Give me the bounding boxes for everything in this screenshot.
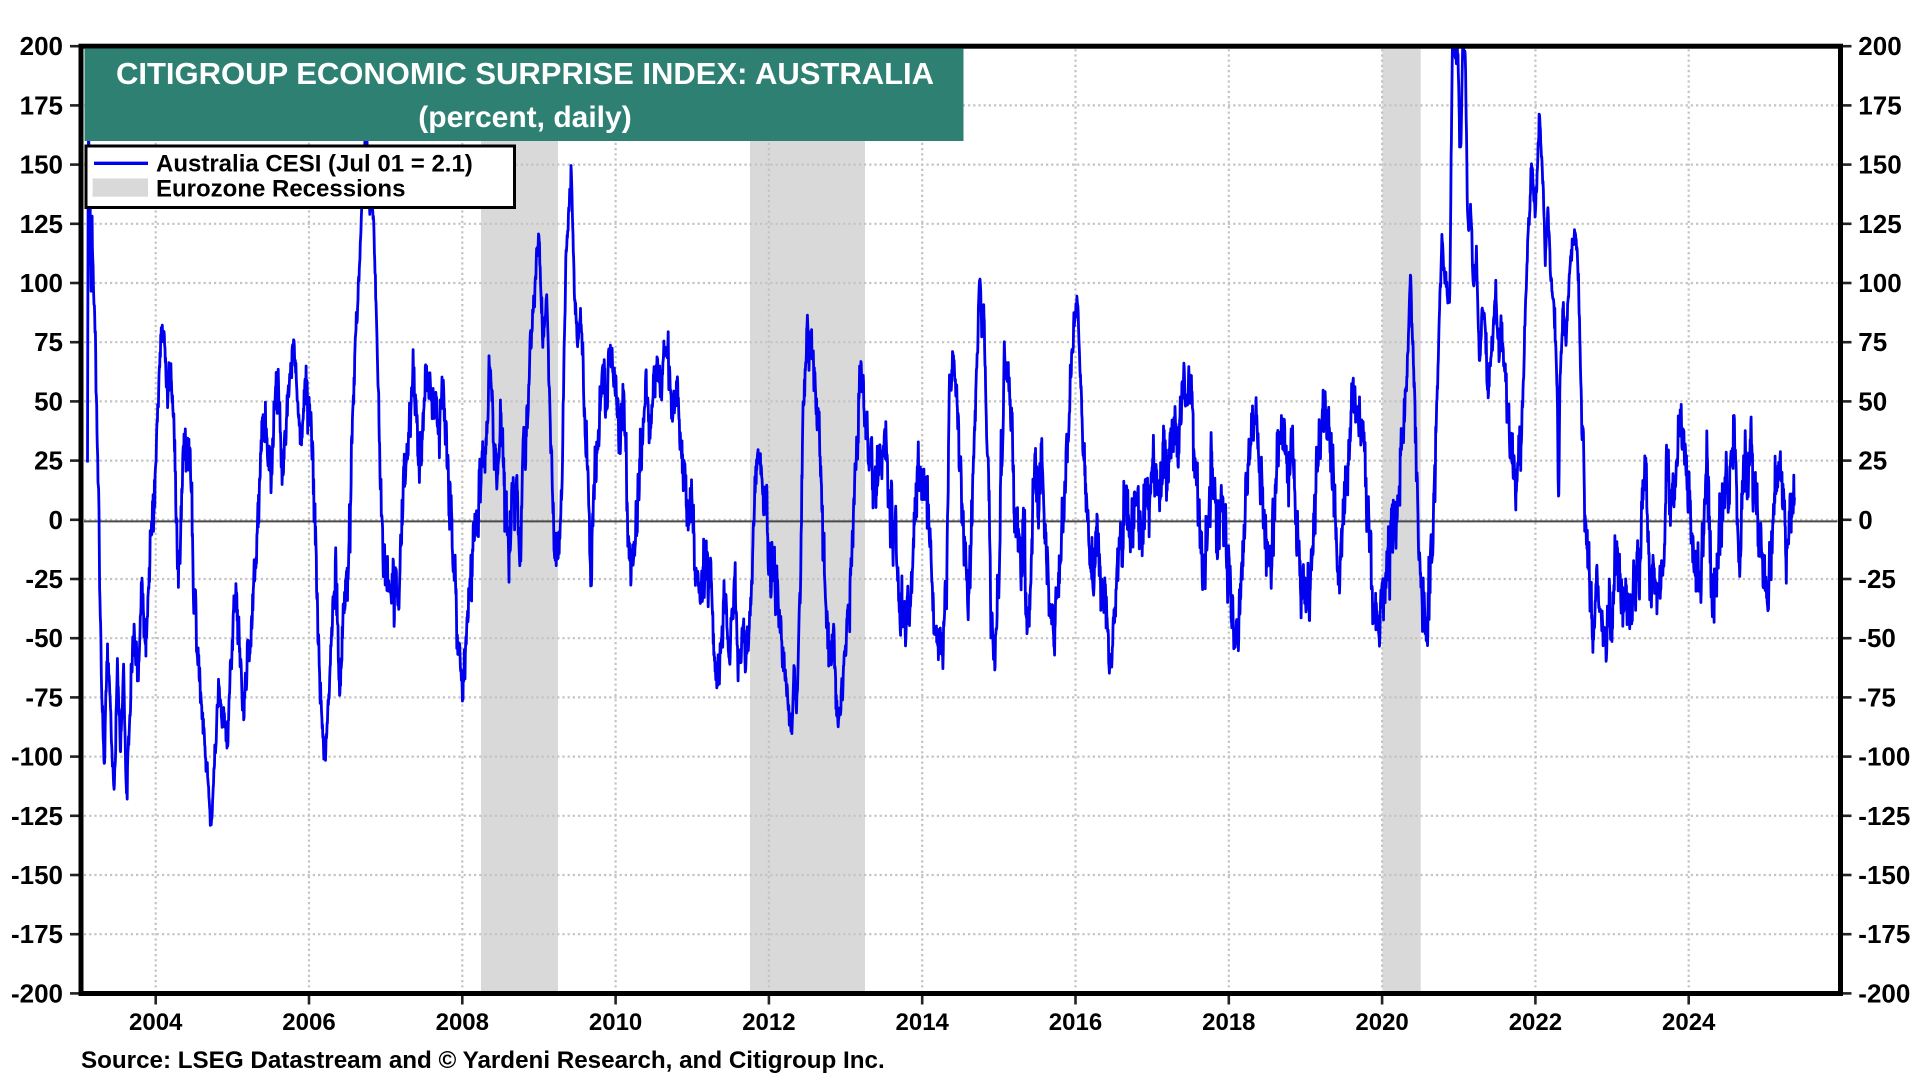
svg-text:-175: -175: [1858, 919, 1910, 949]
svg-text:Source: LSEG Datastream and ©: Source: LSEG Datastream and © Yardeni Re…: [81, 1047, 885, 1074]
svg-text:-50: -50: [25, 623, 63, 653]
svg-text:CITIGROUP ECONOMIC SURPRISE IN: CITIGROUP ECONOMIC SURPRISE INDEX: AUSTR…: [116, 56, 934, 91]
svg-text:75: 75: [1858, 327, 1887, 357]
svg-text:2022: 2022: [1509, 1009, 1562, 1036]
svg-text:50: 50: [1858, 386, 1887, 416]
svg-text:-200: -200: [11, 978, 63, 1008]
svg-text:75: 75: [34, 327, 63, 357]
svg-text:Australia CESI (Jul 01 = 2.1): Australia CESI (Jul 01 = 2.1): [156, 151, 473, 178]
svg-text:150: 150: [20, 150, 63, 180]
svg-text:-150: -150: [11, 860, 63, 890]
svg-text:2006: 2006: [282, 1009, 335, 1036]
svg-text:200: 200: [1858, 31, 1901, 61]
svg-text:25: 25: [34, 446, 63, 476]
svg-text:50: 50: [34, 386, 63, 416]
svg-text:175: 175: [1858, 90, 1901, 120]
svg-text:-100: -100: [1858, 742, 1910, 772]
svg-text:125: 125: [20, 209, 63, 239]
svg-text:100: 100: [20, 268, 63, 298]
svg-text:-25: -25: [25, 564, 63, 594]
svg-text:2018: 2018: [1202, 1009, 1255, 1036]
svg-text:-25: -25: [1858, 564, 1896, 594]
svg-text:2014: 2014: [896, 1009, 950, 1036]
svg-text:175: 175: [20, 90, 63, 120]
svg-text:150: 150: [1858, 150, 1901, 180]
svg-text:100: 100: [1858, 268, 1901, 298]
svg-text:2008: 2008: [436, 1009, 489, 1036]
svg-text:-125: -125: [1858, 801, 1910, 831]
svg-text:125: 125: [1858, 209, 1901, 239]
svg-text:2024: 2024: [1662, 1009, 1716, 1036]
svg-text:(percent, daily): (percent, daily): [418, 101, 631, 134]
svg-text:-50: -50: [1858, 623, 1896, 653]
svg-text:2010: 2010: [589, 1009, 642, 1036]
svg-text:200: 200: [20, 31, 63, 61]
svg-text:-75: -75: [1858, 682, 1896, 712]
svg-text:0: 0: [1858, 505, 1872, 535]
svg-text:2012: 2012: [742, 1009, 795, 1036]
svg-text:Eurozone Recessions: Eurozone Recessions: [156, 176, 405, 203]
svg-text:-100: -100: [11, 742, 63, 772]
svg-text:-125: -125: [11, 801, 63, 831]
svg-text:2020: 2020: [1355, 1009, 1408, 1036]
svg-text:-75: -75: [25, 682, 63, 712]
svg-text:-200: -200: [1858, 978, 1910, 1008]
svg-text:2016: 2016: [1049, 1009, 1102, 1036]
svg-text:-175: -175: [11, 919, 63, 949]
svg-text:2004: 2004: [129, 1009, 183, 1036]
svg-text:-150: -150: [1858, 860, 1910, 890]
svg-text:0: 0: [49, 505, 63, 535]
svg-text:25: 25: [1858, 446, 1887, 476]
